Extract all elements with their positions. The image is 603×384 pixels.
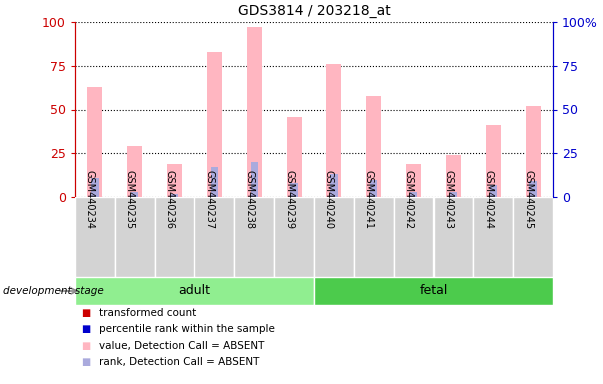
Bar [410,192,417,197]
Text: GSM440238: GSM440238 [244,170,254,229]
Bar [490,185,497,197]
Bar [473,197,513,277]
Bar [291,183,298,197]
Bar [211,167,218,197]
Bar [366,96,381,197]
Bar [154,197,195,277]
Title: GDS3814 / 203218_at: GDS3814 / 203218_at [238,4,390,18]
Bar [207,52,222,197]
Bar [513,197,553,277]
Text: GSM440235: GSM440235 [125,170,134,229]
Bar [195,197,235,277]
Bar [434,197,473,277]
Bar [485,125,501,197]
Text: GSM440236: GSM440236 [165,170,175,229]
Text: value, Detection Call = ABSENT: value, Detection Call = ABSENT [99,341,265,351]
Bar [235,197,274,277]
Text: GSM440234: GSM440234 [85,170,95,229]
Text: GSM440237: GSM440237 [204,170,215,229]
Text: percentile rank within the sample: percentile rank within the sample [99,324,275,334]
Bar [330,174,338,197]
Text: GSM440240: GSM440240 [324,170,334,229]
Text: ■: ■ [81,341,90,351]
Bar [314,197,354,277]
Bar [394,197,434,277]
Text: ■: ■ [81,308,90,318]
Bar [450,192,457,197]
Bar [446,155,461,197]
Bar [314,277,553,305]
Text: GSM440242: GSM440242 [403,170,414,229]
Bar [87,87,103,197]
Text: ■: ■ [81,357,90,367]
Bar [115,197,154,277]
Text: GSM440241: GSM440241 [364,170,374,229]
Bar [131,192,138,197]
Bar [406,164,421,197]
Text: GSM440244: GSM440244 [483,170,493,229]
Bar [75,197,115,277]
Bar [326,64,341,197]
Bar [529,181,537,197]
Bar [247,27,262,197]
Text: GSM440243: GSM440243 [443,170,453,229]
Text: adult: adult [178,285,210,298]
Bar [91,178,98,197]
Bar [251,162,258,197]
Bar [167,164,182,197]
Text: ■: ■ [81,324,90,334]
Bar [274,197,314,277]
Bar [286,116,302,197]
Bar [526,106,541,197]
Text: rank, Detection Call = ABSENT: rank, Detection Call = ABSENT [99,357,259,367]
Bar [127,146,142,197]
Bar [354,197,394,277]
Text: transformed count: transformed count [99,308,197,318]
Text: fetal: fetal [419,285,447,298]
Bar [370,179,377,197]
Text: GSM440245: GSM440245 [523,170,533,229]
Bar [171,194,178,197]
Bar [75,277,314,305]
Text: development stage: development stage [3,286,104,296]
Text: GSM440239: GSM440239 [284,170,294,229]
